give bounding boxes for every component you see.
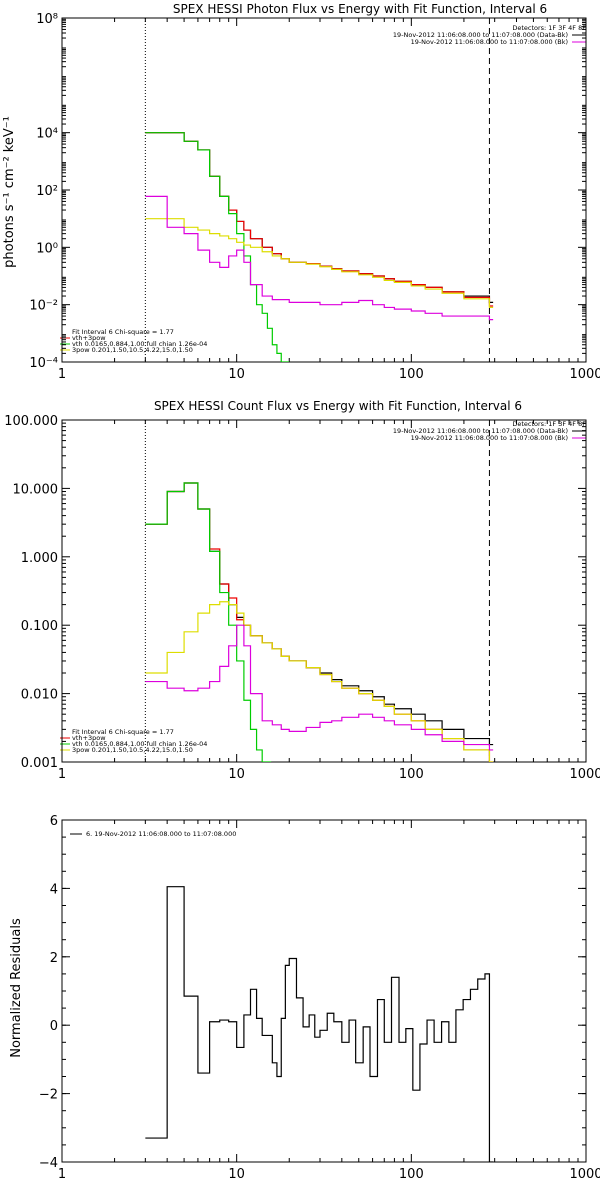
photon-legend-bottom-entry-1: vth 0.0165,0.884,1.00 full chian 1.26e-0… bbox=[72, 340, 207, 348]
count-series-3pow bbox=[145, 601, 494, 762]
count-axes-frame bbox=[61, 419, 587, 763]
residuals-y-axis-label: Normalized Residuals bbox=[9, 918, 24, 1058]
photon-legend-top-entry-0: 19-Nov-2012 11:06:08.000 to 11:07:08.000… bbox=[393, 31, 568, 39]
photon-y-tick-label: 10⁻⁴ bbox=[29, 356, 58, 371]
count-plot: 1 10 100 1000 0.001 0.010 0.100 1.000 10.000 100.… bbox=[4, 414, 600, 782]
residuals-y-tick-label: 2 bbox=[50, 951, 58, 966]
count-x-tick-label: 1 bbox=[58, 767, 66, 782]
photon-y-tick-label: 10⁸ bbox=[36, 12, 58, 27]
residuals-series-group bbox=[145, 886, 494, 1162]
count-legend-bottom-entry-0: vth+3pow bbox=[72, 734, 106, 742]
photon-y-axis-label: photons s⁻¹ cm⁻² keV⁻¹ bbox=[2, 116, 17, 268]
photon-legend-top-heading: Detectors: 1F 3F 4F 8F bbox=[512, 24, 586, 32]
photon-y-tick-label: 10⁻² bbox=[29, 299, 58, 314]
residuals-y-tick-label: 4 bbox=[50, 882, 58, 897]
photon-series-group bbox=[145, 132, 494, 362]
photon-legend-bottom-entry-0: vth+3pow bbox=[72, 334, 106, 342]
count-flux-panel: SPEX HESSI Count Flux vs Energy with Fit… bbox=[60, 399, 586, 754]
photon-panel-title: SPEX HESSI Photon Flux vs Energy with Fi… bbox=[173, 2, 547, 16]
count-legend-bottom-entry-1: vth 0.0165,0.884,1.00 full chian 1.26e-0… bbox=[72, 740, 207, 748]
count-y-tick-label: 100.000 bbox=[4, 414, 58, 429]
photon-legend-bottom-heading: Fit Interval 6 Chi-square = 1.77 bbox=[72, 328, 174, 336]
count-series-bk bbox=[145, 624, 494, 751]
count-y-tick-label: 1.000 bbox=[21, 551, 58, 566]
photon-series-3pow bbox=[145, 218, 494, 309]
residuals-legend-entry: 6. 19-Nov-2012 11:06:08.000 to 11:07:08.… bbox=[86, 830, 236, 838]
count-legend-top-entry-1: 19-Nov-2012 11:06:08.000 to 11:07:08.000… bbox=[411, 434, 568, 442]
photon-x-tick-label: 1000 bbox=[569, 367, 600, 382]
count-series-vth bbox=[145, 482, 272, 762]
count-x-tick-label: 10 bbox=[228, 767, 245, 782]
count-legend-bottom-entry-2: 3pow 0.201,1.50,10.5,4.22,15.0,1.50 bbox=[72, 746, 193, 754]
count-series-group bbox=[145, 482, 494, 762]
photon-series-bk bbox=[145, 195, 494, 321]
count-y-tick-label: 10.000 bbox=[13, 482, 59, 497]
photon-plot: 1 10 100 1000 10⁻⁴ 10⁻² 10⁰ 10² 10⁴ 10⁸ bbox=[29, 12, 600, 382]
residuals-x-tick-label: 10 bbox=[228, 1167, 245, 1182]
photon-y-tick-label: 10⁰ bbox=[36, 241, 58, 256]
count-y-tick-label: 0.001 bbox=[21, 756, 58, 771]
photon-y-tick-label: 10⁴ bbox=[36, 127, 58, 142]
residuals-x-tick-label: 1000 bbox=[569, 1167, 600, 1182]
photon-y-tick-label: 10² bbox=[36, 184, 58, 199]
photon-series-vth bbox=[145, 132, 290, 362]
residuals-y-tick-label: 0 bbox=[50, 1019, 58, 1034]
count-x-tick-label: 100 bbox=[399, 767, 424, 782]
photon-x-tick-label: 1 bbox=[58, 367, 66, 382]
count-legend-bottom-heading: Fit Interval 6 Chi-square = 1.77 bbox=[72, 728, 174, 736]
residuals-plot: 1 10 100 1000 −4 −2 0 2 4 6 bbox=[39, 814, 600, 1182]
residuals-y-tick-label: 6 bbox=[50, 814, 58, 829]
residuals-y-tick-label: −4 bbox=[39, 1156, 58, 1171]
residuals-y-tick-label: −2 bbox=[39, 1088, 58, 1103]
residuals-panel: Normalized Residuals 6. 19-Nov-2012 11:0… bbox=[9, 830, 236, 1058]
count-legend-top-entry-0: 19-Nov-2012 11:06:08.000 to 11:07:08.000… bbox=[393, 427, 568, 435]
count-legend-top-heading: Detectors: 1F 3F 4F 8F bbox=[512, 420, 586, 428]
photon-x-tick-label: 10 bbox=[228, 367, 245, 382]
photon-x-tick-label: 100 bbox=[399, 367, 424, 382]
count-y-tick-label: 0.010 bbox=[21, 688, 58, 703]
count-panel-title: SPEX HESSI Count Flux vs Energy with Fit… bbox=[154, 399, 522, 413]
count-y-tick-label: 0.100 bbox=[21, 619, 58, 634]
residuals-x-tick-label: 100 bbox=[399, 1167, 424, 1182]
residuals-x-tick-label: 1 bbox=[58, 1167, 66, 1182]
count-x-tick-label: 1000 bbox=[569, 767, 600, 782]
residuals-series-residuals bbox=[145, 886, 494, 1162]
photon-legend-bottom-entry-2: 3pow 0.201,1.50,10.5,4.22,15.0,1.50 bbox=[72, 346, 193, 354]
